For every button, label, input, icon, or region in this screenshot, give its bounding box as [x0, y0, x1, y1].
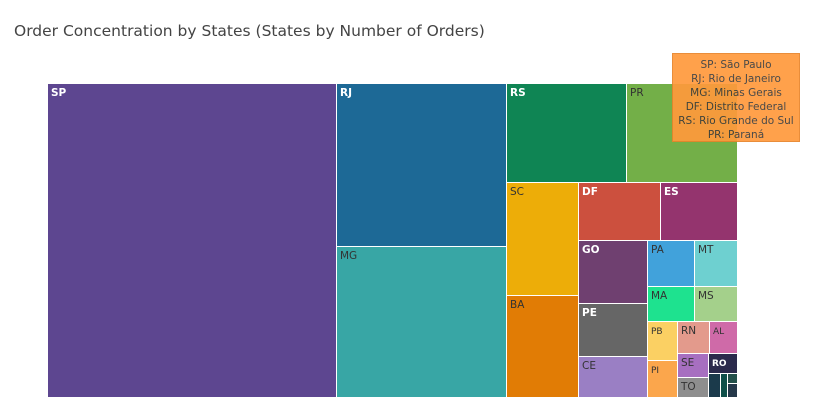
chart-title: Order Concentration by States (States by… — [14, 22, 485, 40]
tile-label-rn: RN — [681, 325, 696, 337]
tile-small-23[interactable] — [709, 374, 720, 397]
tile-ba[interactable] — [507, 296, 578, 397]
tile-label-pb: PB — [651, 327, 663, 337]
tile-sc[interactable] — [507, 183, 578, 295]
tile-small-24[interactable] — [721, 374, 727, 397]
tile-label-es: ES — [664, 186, 679, 198]
legend-line-rs: RS: Rio Grande do Sul — [678, 115, 794, 127]
tile-pa[interactable] — [648, 241, 694, 286]
tile-label-rs: RS — [510, 87, 526, 99]
legend-line-sp: SP: São Paulo — [700, 59, 772, 71]
tile-se[interactable] — [678, 354, 708, 377]
tile-es[interactable] — [661, 183, 737, 240]
tile-to[interactable] — [678, 378, 708, 397]
tile-label-mt: MT — [698, 244, 714, 256]
tile-al[interactable] — [710, 322, 737, 353]
tile-rs[interactable] — [507, 84, 626, 182]
tile-label-al: AL — [713, 327, 724, 337]
tile-mg[interactable] — [337, 247, 506, 397]
tile-ma[interactable] — [648, 287, 694, 321]
tile-small-26[interactable] — [728, 384, 737, 397]
tile-label-ba: BA — [510, 299, 525, 311]
legend-line-pr: PR: Paraná — [707, 129, 765, 141]
tile-label-sc: SC — [510, 186, 524, 198]
tile-pi[interactable] — [648, 361, 677, 397]
tile-ro[interactable] — [709, 354, 737, 373]
tile-ce[interactable] — [579, 357, 647, 397]
tile-pb[interactable] — [648, 322, 677, 360]
legend-line-mg: MG: Minas Gerais — [690, 87, 782, 99]
tile-label-go: GO — [582, 244, 600, 256]
tile-rn[interactable] — [678, 322, 709, 353]
tile-label-ro: RO — [712, 359, 727, 369]
legend-line-df: DF: Distrito Federal — [685, 101, 787, 113]
tile-sp[interactable] — [48, 84, 336, 397]
tile-label-sp: SP — [51, 87, 67, 99]
tile-rj[interactable] — [337, 84, 506, 246]
tile-ms[interactable] — [695, 287, 737, 321]
tile-label-ms: MS — [698, 290, 714, 302]
tile-df[interactable] — [579, 183, 660, 240]
tile-label-pi: PI — [651, 366, 659, 376]
tile-small-25[interactable] — [728, 374, 737, 383]
tile-label-pe: PE — [582, 307, 597, 319]
tile-label-ce: CE — [582, 360, 596, 372]
legend-line-rj: RJ: Rio de Janeiro — [691, 73, 781, 85]
tile-go[interactable] — [579, 241, 647, 303]
tile-mt[interactable] — [695, 241, 737, 286]
tile-label-ma: MA — [651, 290, 668, 302]
tile-label-df: DF — [582, 186, 598, 198]
tile-label-rj: RJ — [340, 87, 352, 99]
tile-label-pa: PA — [651, 244, 665, 256]
tile-label-pr: PR — [630, 87, 644, 99]
legend-annotation: SP: São Paulo RJ: Rio de Janeiro MG: Min… — [672, 53, 800, 142]
tile-label-mg: MG — [340, 250, 357, 262]
tile-label-to: TO — [680, 381, 696, 393]
tile-label-se: SE — [681, 357, 694, 369]
tile-pe[interactable] — [579, 304, 647, 356]
